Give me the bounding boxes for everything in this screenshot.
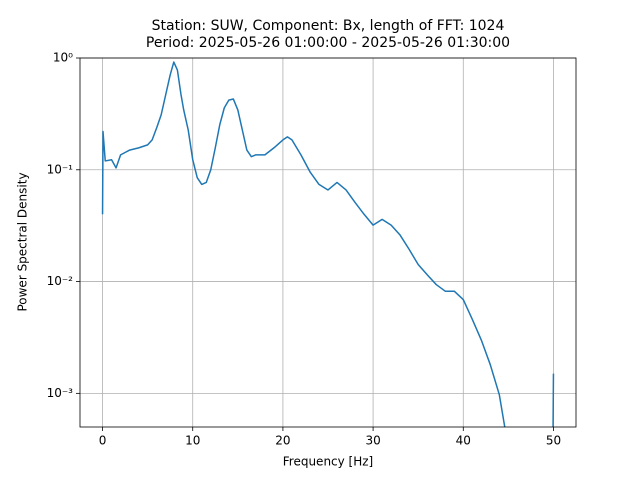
- x-axis-label: Frequency [Hz]: [283, 455, 374, 469]
- y-axis-label: Power Spectral Density: [16, 172, 30, 311]
- y-tick-label: 10⁻¹: [47, 162, 74, 176]
- psd-line: [101, 61, 555, 427]
- x-tick-label: 40: [456, 434, 471, 448]
- x-tick-label: 10: [185, 434, 200, 448]
- x-tick-label: 30: [365, 434, 380, 448]
- x-tick-label: 50: [546, 434, 561, 448]
- y-tick-label: 10⁻²: [47, 274, 74, 288]
- axes-frame: [79, 57, 577, 428]
- chart-title: Station: SUW, Component: Bx, length of F…: [152, 18, 505, 34]
- y-tick-label: 10⁰: [53, 51, 73, 65]
- x-tick-label: 20: [275, 434, 290, 448]
- chart-subtitle: Period: 2025-05-26 01:00:00 - 2025-05-26…: [146, 35, 510, 51]
- x-tick-label: 0: [99, 434, 107, 448]
- y-tick-label: 10⁻³: [47, 386, 74, 400]
